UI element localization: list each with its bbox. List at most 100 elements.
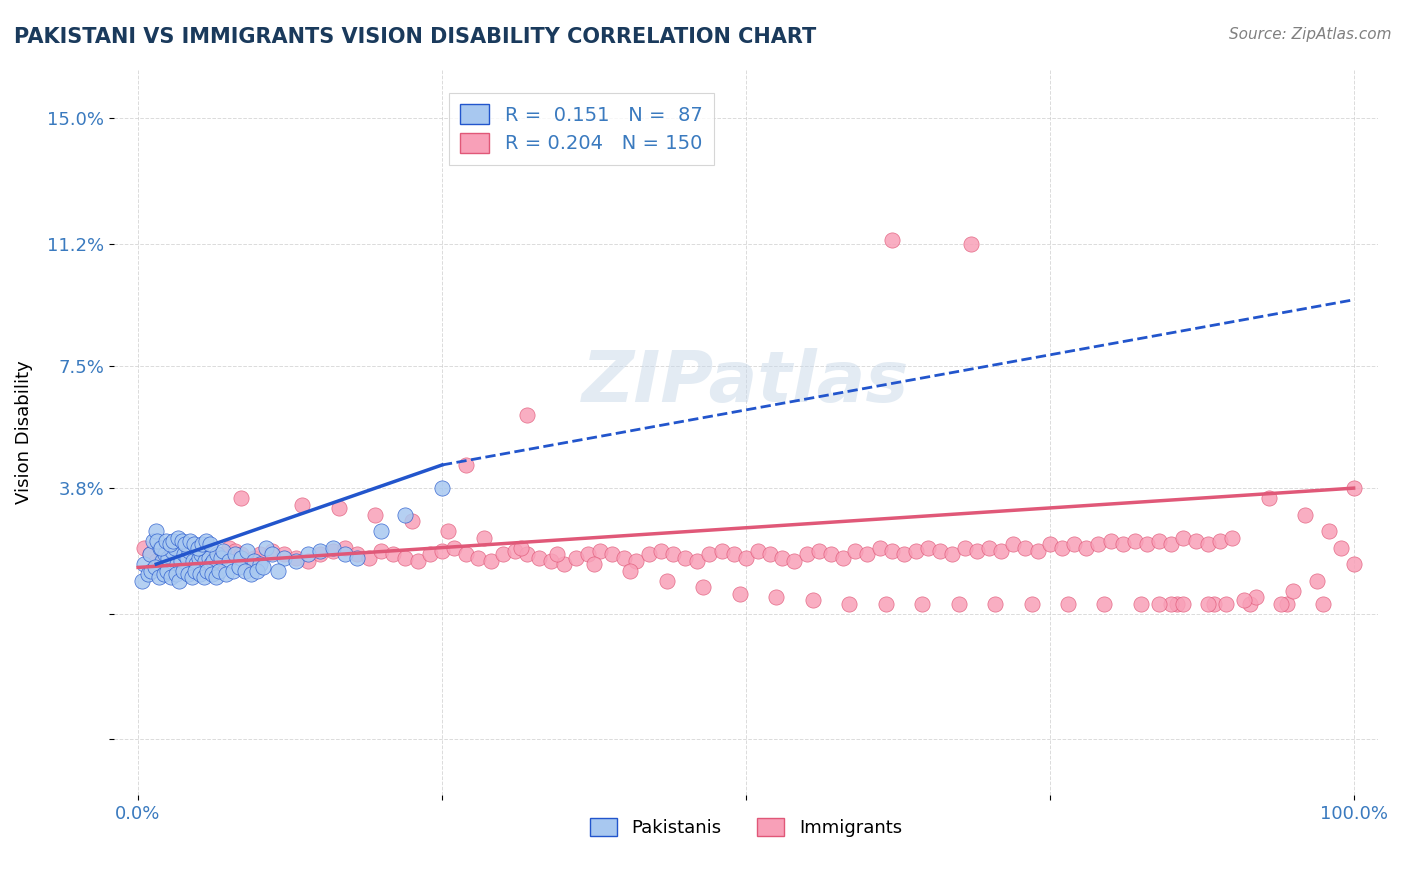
Point (160, 544, 183, 558)
Point (157, 550, 180, 565)
Point (260, 544, 283, 558)
Point (650, 544, 672, 558)
Point (1063, 537, 1085, 551)
Point (801, 593, 824, 607)
Point (146, 533, 169, 548)
Point (1166, 597, 1188, 611)
Point (187, 547, 209, 561)
Point (479, 554, 502, 568)
Point (143, 560, 166, 574)
Point (734, 550, 756, 565)
Point (150, 554, 173, 568)
Point (228, 560, 250, 574)
Point (662, 547, 685, 561)
Point (1173, 597, 1195, 611)
Point (1136, 537, 1159, 551)
Point (430, 544, 453, 558)
Point (346, 550, 368, 565)
Point (1197, 537, 1219, 551)
Point (364, 508, 387, 522)
Point (492, 547, 515, 561)
Point (905, 544, 928, 558)
Point (218, 541, 240, 555)
Point (187, 541, 209, 555)
Point (198, 537, 221, 551)
Point (394, 508, 416, 522)
Point (165, 567, 187, 582)
Point (177, 544, 200, 558)
Point (236, 554, 259, 568)
Point (443, 541, 465, 555)
Point (285, 554, 308, 568)
Point (157, 547, 180, 561)
Point (166, 557, 188, 571)
Point (357, 550, 380, 565)
Point (200, 557, 222, 571)
Point (156, 564, 179, 578)
Point (966, 544, 988, 558)
Point (564, 550, 586, 565)
Point (231, 550, 253, 565)
Point (1294, 508, 1316, 522)
Point (546, 547, 568, 561)
Point (212, 544, 235, 558)
Point (254, 541, 277, 555)
Point (759, 547, 782, 561)
Point (370, 524, 392, 538)
Point (1246, 590, 1268, 604)
Point (832, 550, 855, 565)
Point (190, 547, 212, 561)
Point (172, 564, 194, 578)
Point (273, 547, 295, 561)
Point (1270, 597, 1292, 611)
Point (333, 541, 356, 555)
Point (613, 550, 636, 565)
Point (1160, 597, 1182, 611)
Point (1343, 481, 1365, 495)
Point (322, 541, 344, 555)
Point (163, 554, 186, 568)
Point (214, 567, 236, 582)
Point (637, 547, 659, 561)
Point (1147, 597, 1170, 611)
Point (173, 547, 195, 561)
Point (205, 554, 228, 568)
Point (1076, 541, 1098, 555)
Point (134, 541, 156, 555)
Point (582, 557, 605, 571)
Point (394, 550, 416, 565)
Point (589, 544, 612, 558)
Point (503, 544, 526, 558)
Point (984, 597, 1007, 611)
Text: Source: ZipAtlas.com: Source: ZipAtlas.com (1229, 27, 1392, 42)
Point (242, 554, 264, 568)
Point (249, 557, 271, 571)
Point (267, 564, 290, 578)
Point (1021, 597, 1043, 611)
Point (177, 567, 200, 582)
Point (1002, 537, 1025, 551)
Point (728, 587, 751, 601)
Point (917, 541, 939, 555)
Point (159, 537, 181, 551)
Point (193, 570, 215, 584)
Point (959, 236, 981, 251)
Point (1306, 574, 1329, 588)
Point (1173, 531, 1195, 545)
Point (167, 531, 190, 545)
Point (205, 547, 228, 561)
Point (1094, 597, 1116, 611)
Point (723, 547, 745, 561)
Point (401, 514, 423, 528)
Point (990, 544, 1012, 558)
Point (333, 547, 356, 561)
Point (1050, 541, 1073, 555)
Point (875, 597, 897, 611)
Point (1330, 541, 1353, 555)
Point (1282, 583, 1305, 598)
Point (141, 564, 163, 578)
Point (747, 544, 769, 558)
Point (183, 537, 205, 551)
Point (692, 580, 714, 594)
Point (176, 550, 198, 565)
